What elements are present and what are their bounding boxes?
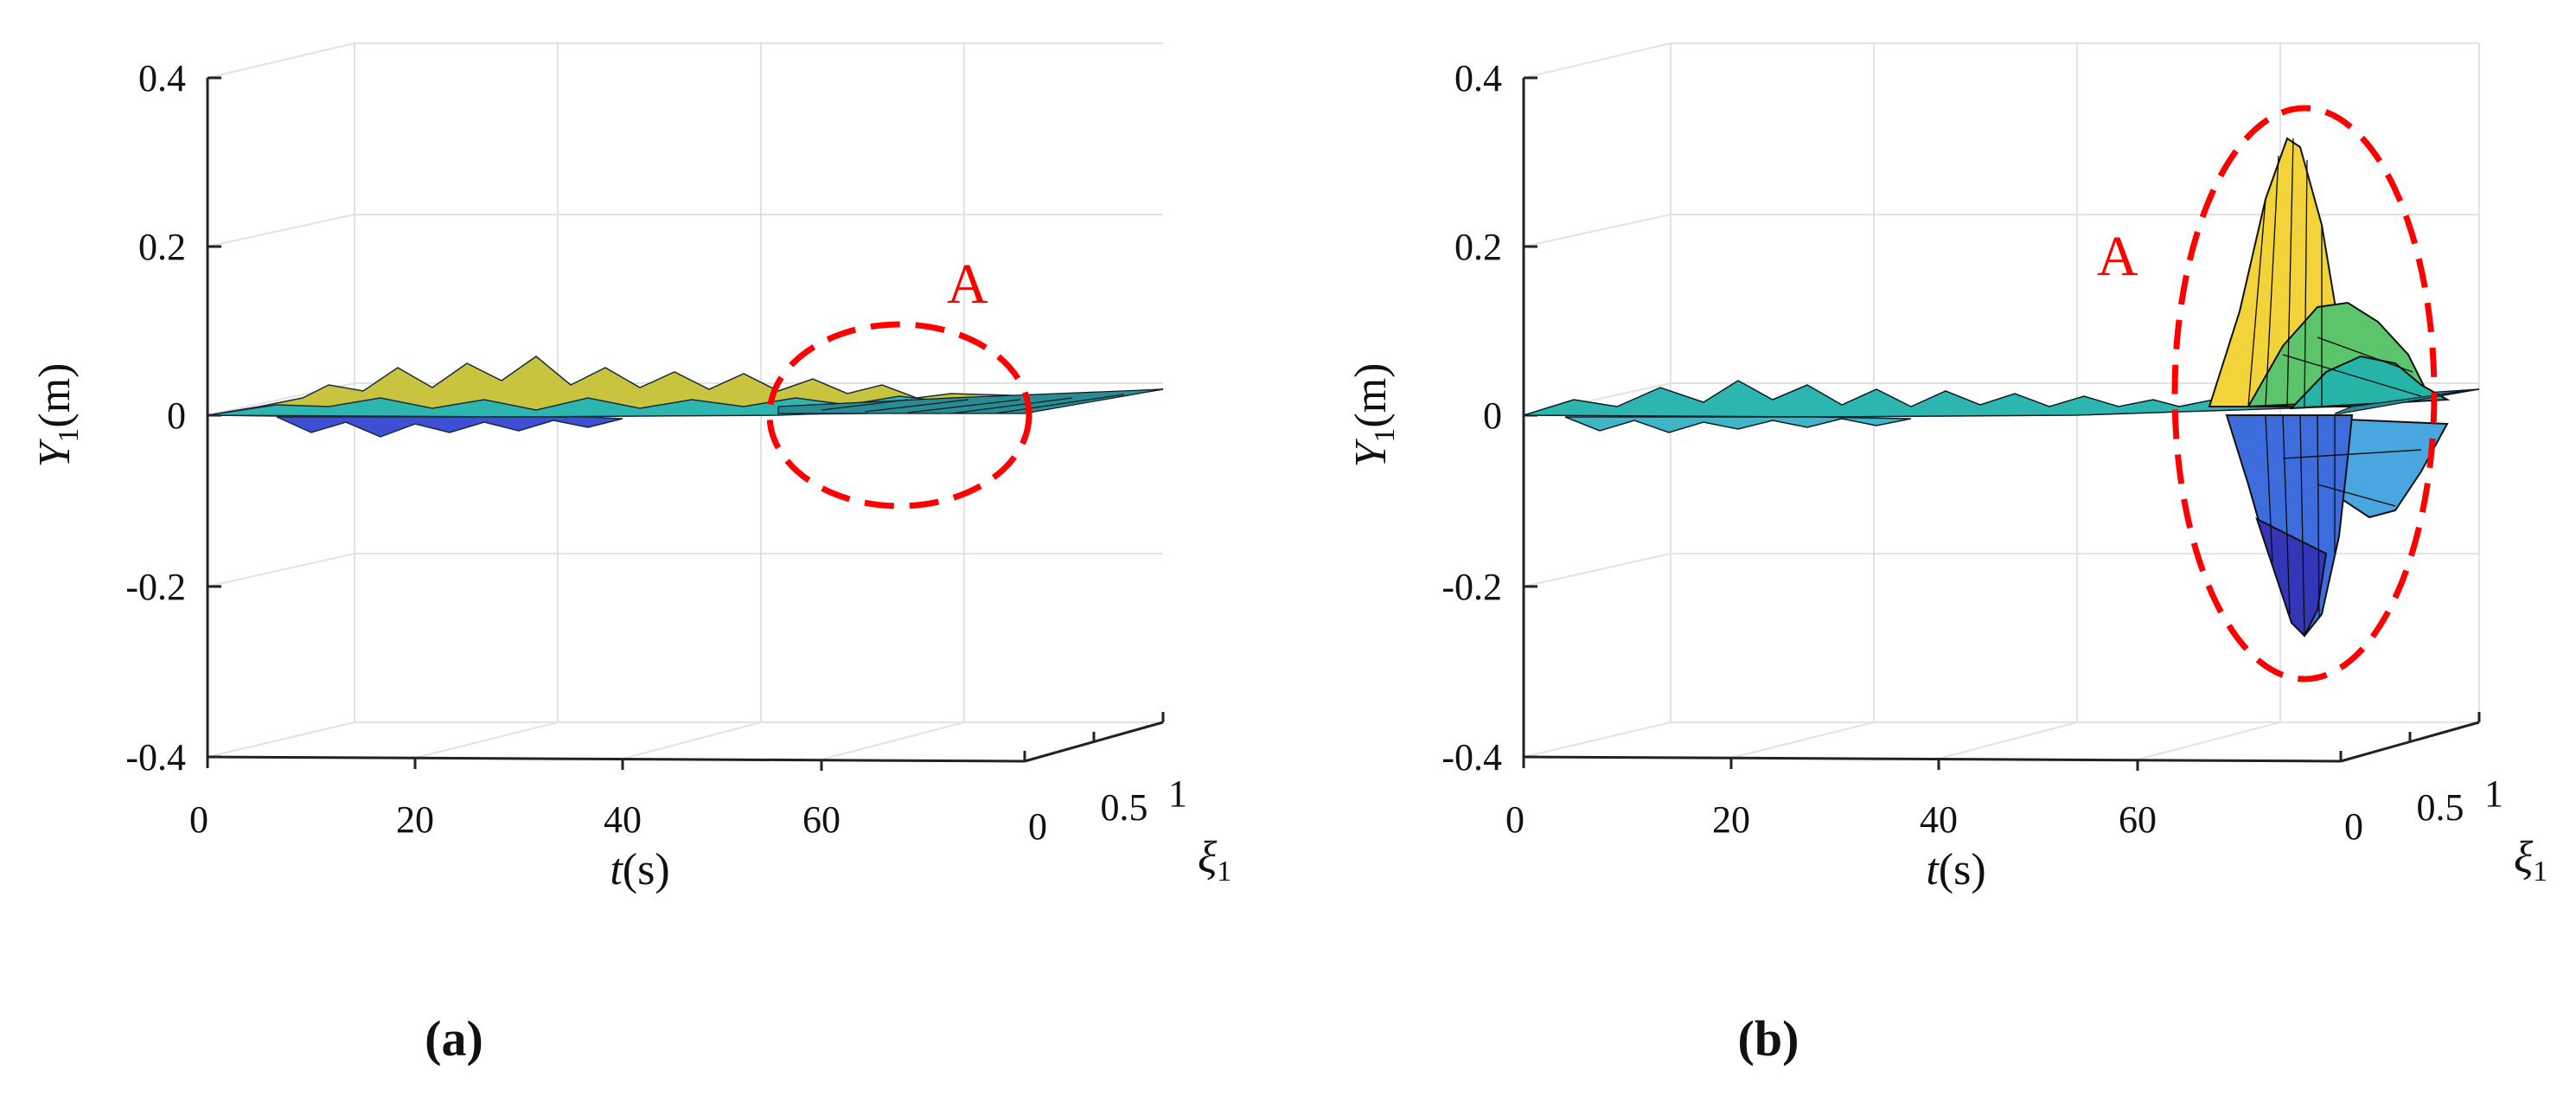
y-tick-label: 0.4 [1454,57,1502,99]
y-tick-labels-b: 0.4 0.2 0 -0.2 -0.4 [1441,57,1502,779]
pulse-peak-cyan [2289,355,2451,410]
y-tick-label: 0.2 [1454,226,1502,268]
y-tick-label: 0 [1483,394,1502,437]
y-axis-label-a: Y1(m) [30,362,85,467]
caption-b: (b) [1738,1010,1799,1067]
xi-tick-label: 0.5 [1101,786,1148,829]
pulse-mesh [2247,138,2422,637]
axes-b [1522,76,2481,771]
annotation-ellipse-a [766,321,1032,510]
surface-mesh-a [821,394,1125,414]
surface-band-blue-a [276,416,623,438]
surface-a [207,356,1164,438]
xi-tick-label: 0 [1028,805,1047,848]
panel-b: A 0.4 0.2 0 -0.2 -0.4 0 20 40 60 0 0.5 1… [1346,42,2547,1067]
t-tick-label: 0 [1505,798,1525,841]
y-tick-label: 0.4 [138,57,186,99]
t-tick-labels-a: 0 20 40 60 [189,798,841,841]
y-tick-label: -0.2 [1441,566,1502,608]
xi-tick-label: 0.5 [2417,786,2464,829]
x-axis-label-b: t(s) [1926,845,1985,894]
surface-b [1523,137,2480,638]
surface-flat-a [777,388,1164,414]
y-tick-label: -0.4 [1441,736,1502,779]
panel-a: A 0.4 0.2 0 -0.2 -0.4 0 20 40 60 0 0.5 1… [30,42,1231,1067]
t-tick-labels-b: 0 20 40 60 [1505,798,2157,841]
y-axis-label-b: Y1(m) [1346,362,1401,467]
t-tick-label: 60 [802,798,841,841]
annotation-label-b: A [2097,225,2138,288]
z-axis-label-b: ξ1 [2514,833,2547,888]
t-tick-label: 40 [1920,798,1958,841]
y-tick-label: -0.2 [125,566,186,608]
t-tick-label: 20 [396,798,434,841]
x-axis-label-a: t(s) [610,845,669,894]
z-axis-label-a: ξ1 [1198,833,1231,888]
xi-tick-label: 0 [2344,805,2363,848]
annotation-ellipse-b [2171,105,2438,683]
t-tick-label: 0 [189,798,208,841]
axes-a [206,76,1165,771]
t-tick-label: 20 [1712,798,1750,841]
xi-tick-labels-a: 0 0.5 1 [1028,772,1187,848]
y-tick-labels-a: 0.4 0.2 0 -0.2 -0.4 [125,57,186,779]
t-tick-label: 40 [604,798,642,841]
y-tick-label: -0.4 [125,736,186,779]
surface-band-lower-b [1564,416,1912,433]
y-tick-label: 0.2 [138,226,186,268]
surface-band-teal-b [1523,380,2480,418]
y-tick-label: 0 [167,394,186,437]
xi-tick-label: 1 [2484,772,2503,815]
caption-a: (a) [425,1010,483,1067]
xi-tick-labels-b: 0 0.5 1 [2344,772,2503,848]
t-tick-label: 60 [2119,798,2157,841]
xi-tick-label: 1 [1168,772,1187,815]
annotation-label-a: A [947,253,988,316]
